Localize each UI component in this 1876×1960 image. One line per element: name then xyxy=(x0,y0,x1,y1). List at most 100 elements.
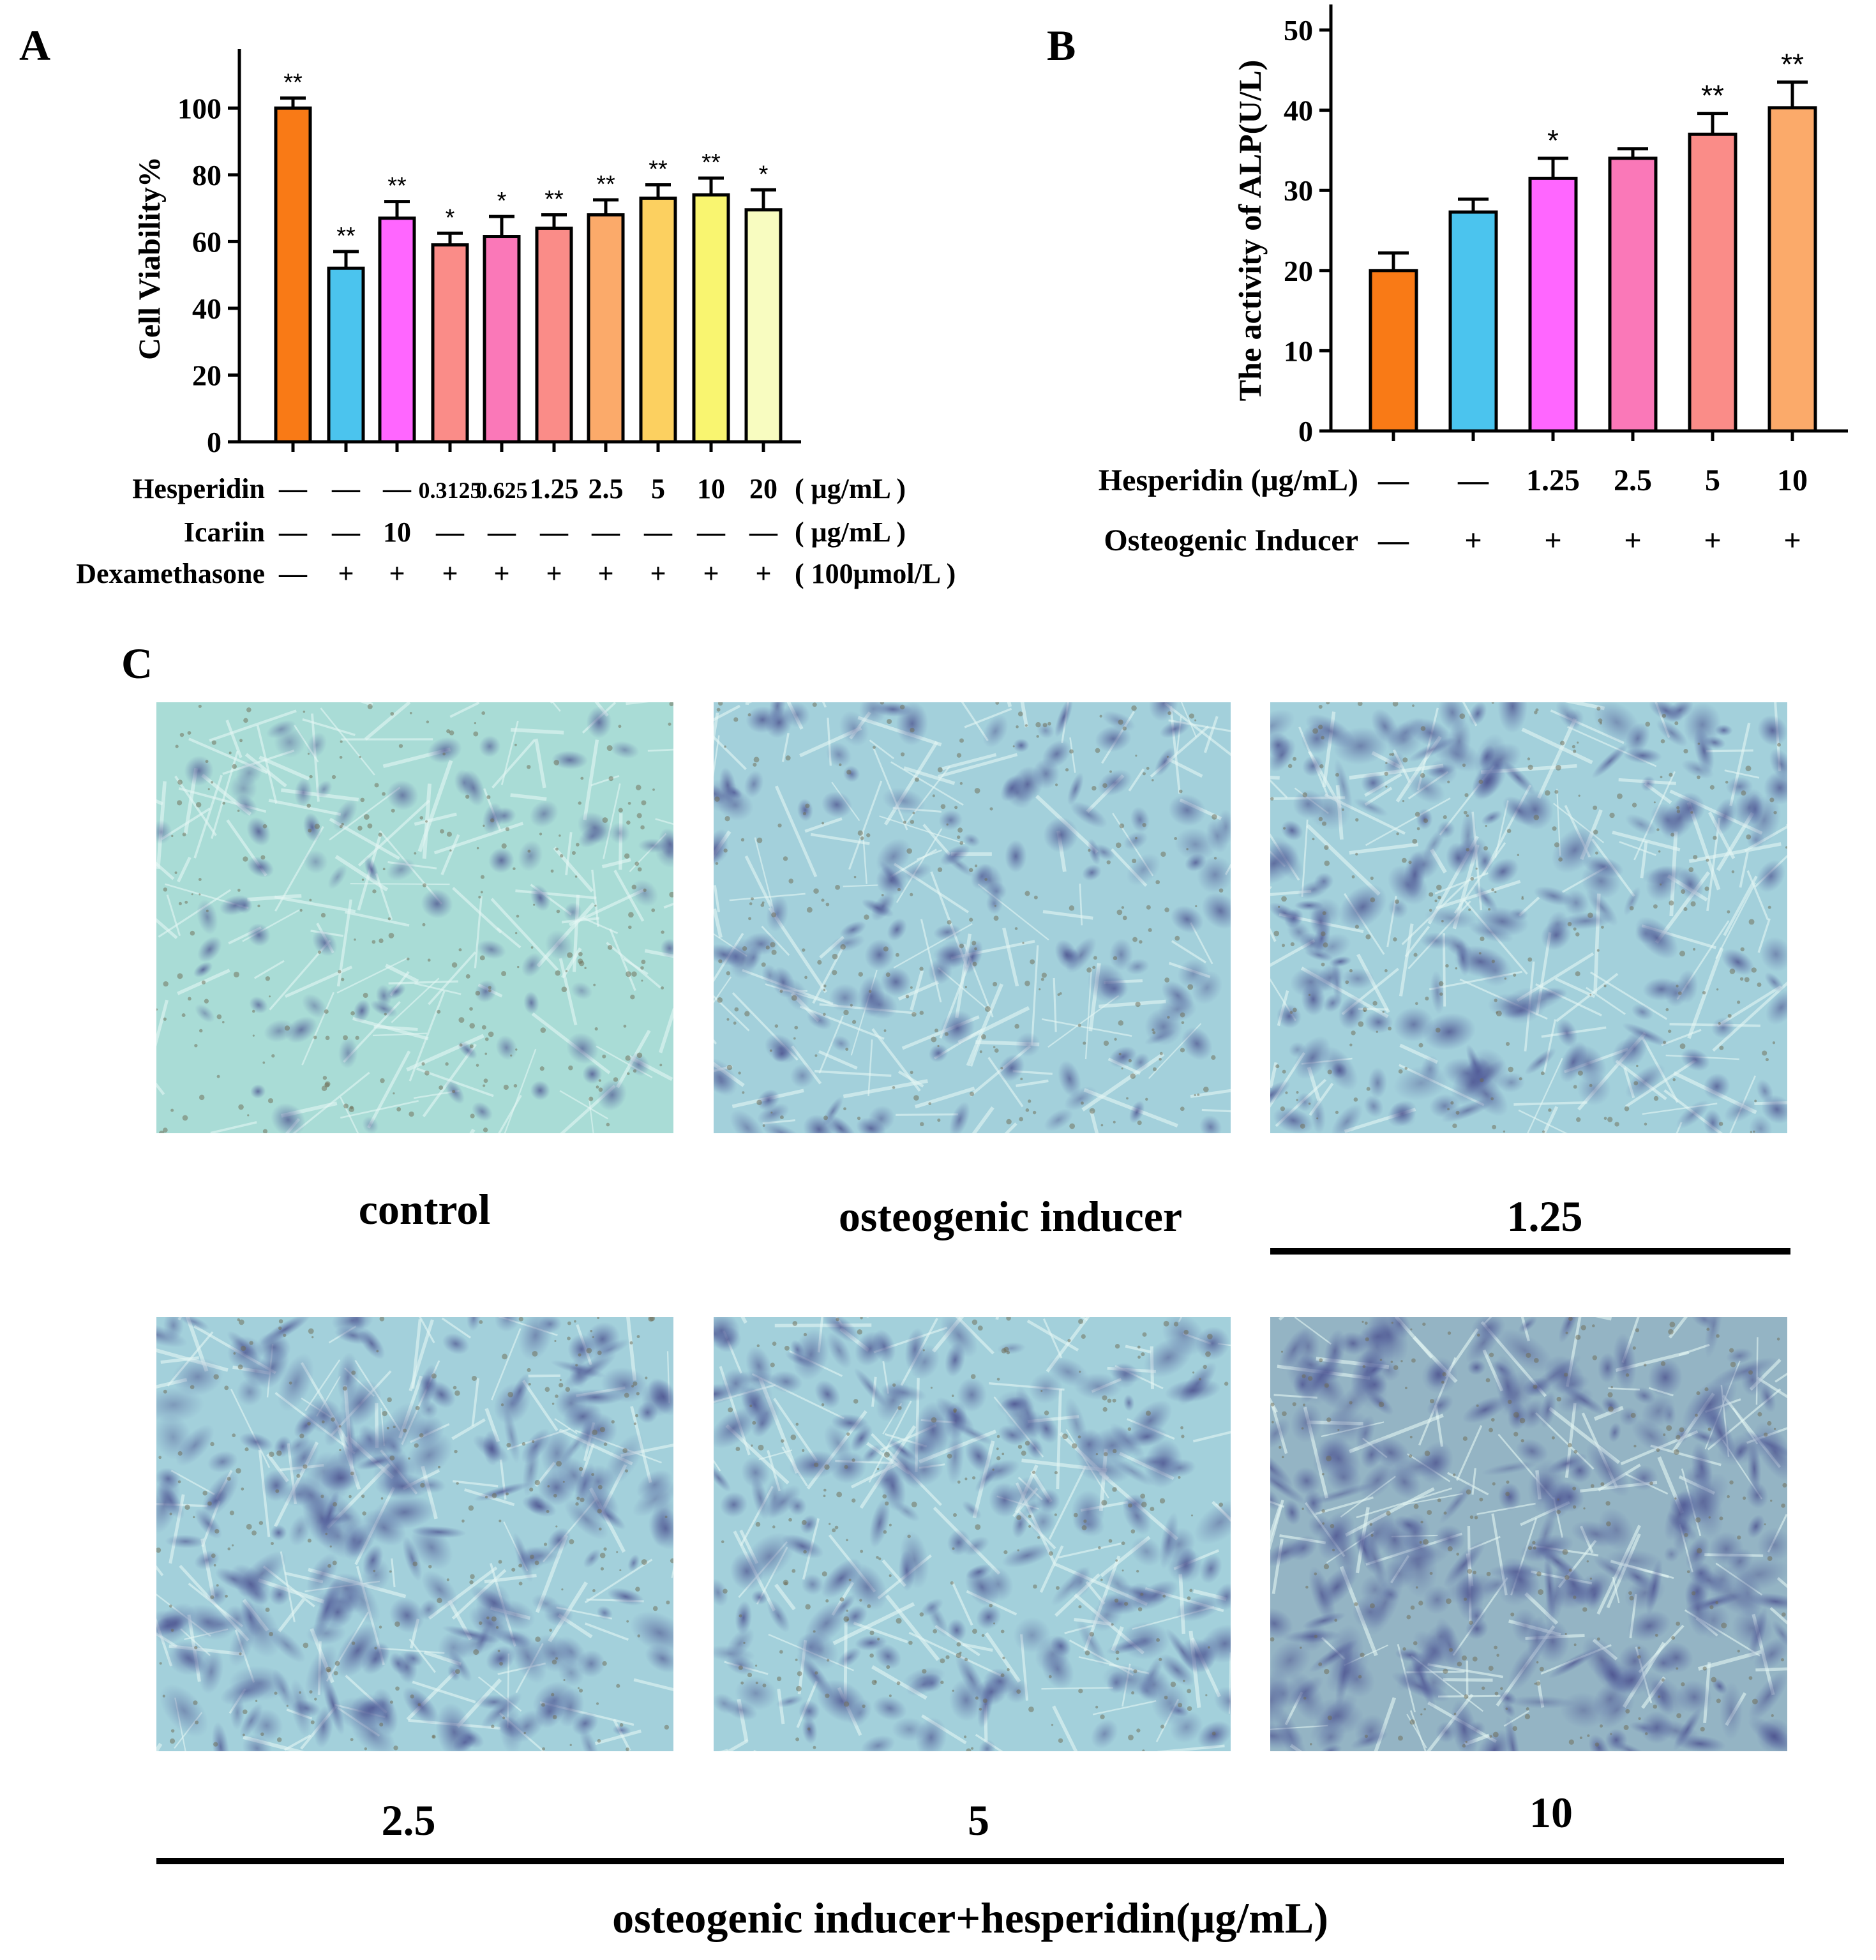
a-sig-5: ** xyxy=(544,186,564,213)
caption-2-5: 2.5 xyxy=(381,1796,436,1844)
micrograph-5 xyxy=(714,1317,1231,1751)
b-ytick-label-5: 50 xyxy=(1284,14,1313,47)
caption-5: 5 xyxy=(968,1796,989,1844)
a-cond-1-2: 10 xyxy=(383,516,411,548)
a-cond-label-1: Icariin xyxy=(184,516,265,548)
rule-hesperidin-group xyxy=(156,1858,1784,1864)
a-cond-0-9: 20 xyxy=(749,473,777,504)
a-cond-1-0: — xyxy=(278,516,308,548)
a-cond-label-2: Dexamethasone xyxy=(76,558,265,589)
b-cond-1-3: + xyxy=(1624,524,1641,557)
a-cond-0-1: — xyxy=(331,473,361,504)
caption-10: 10 xyxy=(1529,1788,1573,1837)
b-ytick-label-1: 10 xyxy=(1284,335,1313,367)
a-cond-1-6: — xyxy=(591,516,620,548)
micrograph-texture xyxy=(156,702,673,1133)
a-cond-2-3: + xyxy=(442,558,458,589)
a-bar-7 xyxy=(639,196,677,444)
a-cond-unit-2: ( 100μmol/L ) xyxy=(795,558,956,589)
a-cond-2-7: + xyxy=(650,558,666,589)
b-bar-4 xyxy=(1688,132,1737,433)
micrograph-texture xyxy=(714,1317,1231,1751)
caption-group-label: osteogenic inducer+hesperidin(μg/mL) xyxy=(612,1894,1328,1942)
a-sig-4: * xyxy=(497,188,507,215)
a-ytick-label-2: 40 xyxy=(192,292,221,325)
b-bar-0 xyxy=(1369,269,1418,433)
b-cond-1-2: + xyxy=(1544,524,1561,557)
micrograph-osteogenic-inducer xyxy=(714,702,1231,1133)
b-ytick-label-4: 40 xyxy=(1284,94,1313,127)
micrograph-2-5 xyxy=(156,1317,673,1751)
a-cond-label-0: Hesperidin xyxy=(132,473,265,504)
a-sig-1: ** xyxy=(336,223,356,250)
b-bar-5 xyxy=(1767,106,1817,433)
b-sig-5: ** xyxy=(1781,48,1804,81)
panel-letter-c: C xyxy=(121,639,153,688)
a-cond-1-4: — xyxy=(487,516,516,548)
a-cond-unit-1: ( μg/mL ) xyxy=(795,516,906,548)
a-bar-8 xyxy=(692,193,730,444)
a-sig-9: * xyxy=(759,161,769,188)
a-sig-0: ** xyxy=(283,70,303,96)
a-bar-4 xyxy=(483,235,521,444)
micrograph-texture xyxy=(714,702,1231,1133)
b-cond-0-2: 1.25 xyxy=(1526,464,1580,497)
a-cond-1-5: — xyxy=(539,516,569,548)
a-bar-2 xyxy=(378,216,416,444)
b-cond-1-0: — xyxy=(1377,524,1409,557)
micrograph-texture xyxy=(1270,702,1787,1133)
a-sig-2: ** xyxy=(387,173,407,200)
panel-letter-b: B xyxy=(1047,21,1076,70)
micrograph-control xyxy=(156,702,673,1133)
a-bar-1 xyxy=(327,266,365,444)
micrograph-1-25 xyxy=(1270,702,1787,1133)
a-sig-7: ** xyxy=(649,156,668,183)
b-cond-1-1: + xyxy=(1464,524,1482,557)
a-ytick-label-1: 20 xyxy=(192,359,221,391)
micrograph-texture xyxy=(1270,1317,1787,1751)
a-cond-0-2: — xyxy=(382,473,412,504)
a-ytick-label-0: 0 xyxy=(207,426,221,458)
a-cond-2-9: + xyxy=(755,558,771,589)
b-y-label: The activity of ALP(U/L) xyxy=(1232,60,1268,402)
a-cond-2-1: + xyxy=(338,558,354,589)
a-cond-0-6: 2.5 xyxy=(589,473,624,504)
caption-osteogenic-inducer: osteogenic inducer xyxy=(838,1192,1183,1240)
rule-1-25 xyxy=(1270,1248,1790,1255)
b-bar-3 xyxy=(1608,156,1658,433)
b-ytick-label-3: 30 xyxy=(1284,174,1313,207)
a-cond-1-3: — xyxy=(435,516,465,548)
a-cond-0-0: — xyxy=(278,473,308,504)
a-bar-9 xyxy=(744,208,783,444)
a-cond-1-1: — xyxy=(331,516,361,548)
b-cond-0-4: 5 xyxy=(1705,464,1720,497)
a-bar-5 xyxy=(535,226,573,444)
a-cond-2-8: + xyxy=(703,558,719,589)
b-cond-0-5: 10 xyxy=(1777,464,1808,497)
b-ytick-label-2: 20 xyxy=(1284,255,1313,287)
b-sig-2: * xyxy=(1547,124,1559,157)
a-ytick-label-5: 100 xyxy=(177,92,221,124)
b-cond-1-5: + xyxy=(1783,524,1801,557)
a-cond-2-5: + xyxy=(546,558,562,589)
b-cond-0-3: 2.5 xyxy=(1614,464,1652,497)
a-cond-2-6: + xyxy=(597,558,613,589)
b-cond-0-0: — xyxy=(1377,464,1409,497)
b-sig-4: ** xyxy=(1701,79,1724,112)
caption-1-25: 1.25 xyxy=(1506,1192,1583,1240)
b-bar-2 xyxy=(1528,176,1578,433)
b-ytick-label-0: 0 xyxy=(1298,415,1313,448)
a-cond-1-7: — xyxy=(643,516,673,548)
a-sig-3: * xyxy=(446,204,455,231)
a-cond-2-4: + xyxy=(493,558,509,589)
caption-control: control xyxy=(358,1185,491,1233)
micrograph-10 xyxy=(1270,1317,1787,1751)
b-cond-1-4: + xyxy=(1704,524,1721,557)
a-cond-1-9: — xyxy=(749,516,778,548)
a-ytick-label-4: 80 xyxy=(192,159,221,192)
a-cond-0-3: 0.3125 xyxy=(419,478,482,503)
a-cond-2-0: — xyxy=(278,558,308,589)
